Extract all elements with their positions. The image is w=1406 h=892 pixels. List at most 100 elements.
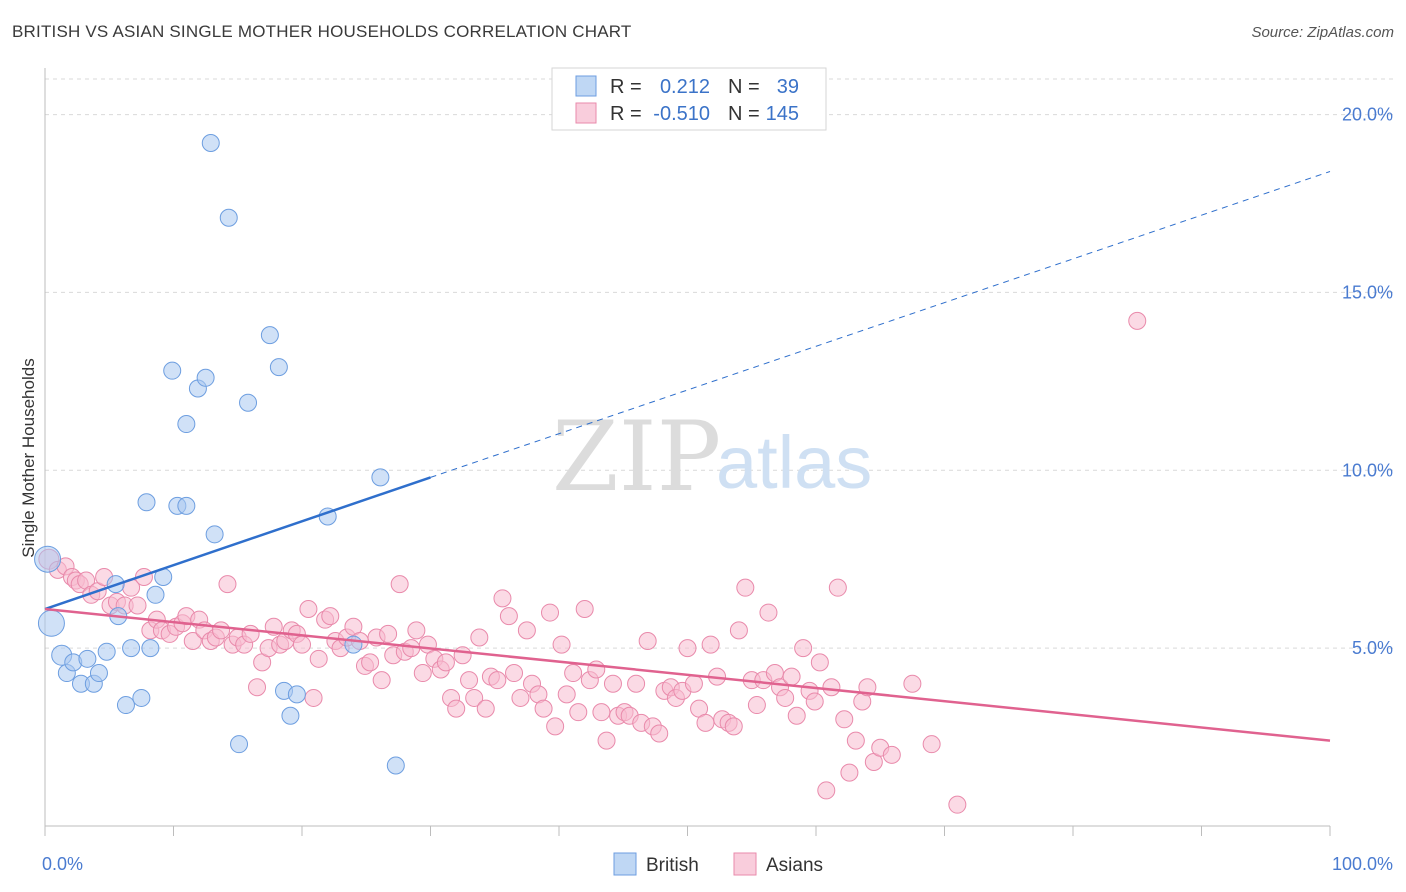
asian-point (499, 607, 518, 626)
bottom-legend: British Asians (613, 852, 823, 876)
y-tick-label: 10.0% (1342, 460, 1393, 480)
legend-r-value-british: 0.212 (660, 76, 710, 98)
legend: R = 0.212 N = 39 R = -0.510 N = 145 (551, 67, 827, 131)
asian-point (379, 624, 398, 643)
british-trend-extension (430, 171, 1331, 478)
y-axis-title: Single Mother Households (19, 358, 38, 557)
asian-point (575, 600, 594, 619)
chart-title: BRITISH VS ASIAN SINGLE MOTHER HOUSEHOLD… (12, 22, 632, 41)
british-point (205, 525, 224, 544)
x-tick-label: 0.0% (42, 854, 83, 874)
gridlines (45, 78, 1394, 649)
asian-point (293, 635, 311, 654)
bottom-legend-label-british: British (646, 855, 699, 876)
british-point (177, 415, 196, 434)
asian-point (696, 713, 715, 732)
british-point (201, 134, 220, 153)
british-point (137, 493, 156, 512)
y-tick-label: 15.0% (1342, 282, 1393, 302)
watermark: ZIP atlas (552, 401, 872, 513)
asian-point (447, 699, 466, 718)
asian-point (299, 600, 318, 619)
asian-point (453, 646, 472, 665)
asian-point (835, 710, 854, 729)
asian-point (1128, 311, 1147, 330)
asian-point (729, 621, 748, 640)
asian-point (218, 575, 237, 594)
asian-point (569, 703, 588, 722)
asian-point (476, 699, 495, 718)
british-point (371, 468, 390, 487)
asian-point (361, 653, 380, 672)
y-tick-label: 5.0% (1352, 638, 1393, 658)
legend-box (551, 67, 827, 131)
legend-r-value-asians: -0.510 (653, 103, 710, 125)
british-point (281, 706, 300, 725)
asian-point (627, 674, 646, 693)
asian-point (794, 639, 813, 658)
asian-point (787, 706, 806, 725)
watermark-atlas: atlas (716, 421, 872, 504)
legend-r-label-british: R = (610, 76, 642, 98)
x-tick-label: 100.0% (1332, 854, 1393, 874)
asian-point (321, 607, 340, 626)
legend-n-label-asians: N = (728, 103, 760, 125)
asian-point (684, 674, 703, 693)
asian-point (436, 653, 455, 672)
asian-point (488, 671, 507, 690)
asian-point (587, 660, 606, 679)
asian-point (460, 671, 479, 690)
asian-point (822, 678, 841, 697)
british-point (122, 639, 141, 658)
legend-n-label-british: N = (728, 76, 760, 98)
asian-point (805, 692, 824, 711)
legend-n-value-british: 39 (777, 76, 799, 98)
asian-point (638, 632, 657, 651)
asian-point (650, 724, 669, 743)
british-point (89, 664, 108, 683)
asian-point (183, 632, 202, 651)
british-point (132, 688, 151, 707)
asian-point (309, 649, 328, 668)
british-point (239, 393, 258, 412)
asian-point (858, 678, 877, 697)
asian-point (304, 688, 323, 707)
asian-point (564, 664, 583, 683)
asian-point (678, 639, 697, 658)
british-trend-line (44, 476, 431, 611)
asian-point (128, 596, 147, 615)
asian-point (603, 674, 622, 693)
asian-point (810, 653, 829, 672)
asian-point (776, 688, 795, 707)
trend-lines (44, 171, 1331, 742)
asian-point (701, 635, 720, 654)
asian-point (372, 671, 391, 690)
asian-point (470, 628, 489, 647)
asian-point (552, 635, 571, 654)
asian-point (413, 664, 432, 683)
legend-r-label-asians: R = (610, 103, 642, 125)
asian-point (534, 699, 553, 718)
bottom-legend-swatch-british (613, 852, 637, 876)
asian-point (759, 603, 778, 622)
asian-point (747, 696, 766, 715)
british-point (260, 326, 279, 345)
asian-point (948, 795, 967, 814)
asian-point (407, 621, 426, 640)
asian-point (541, 603, 560, 622)
british-point (97, 642, 116, 661)
asian-point (592, 703, 611, 722)
asian-point (517, 621, 536, 640)
asian-point (505, 664, 524, 683)
british-point (163, 361, 182, 380)
legend-swatch-british (575, 75, 597, 97)
legend-swatch-asians (575, 102, 597, 124)
british-point (116, 696, 135, 715)
asian-point (248, 678, 267, 697)
tick-labels: 5.0% 10.0% 15.0% 20.0% 0.0% 100.0% (42, 105, 1393, 874)
british-point (386, 756, 405, 775)
asian-point (724, 717, 743, 736)
asian-point (390, 575, 409, 594)
asian-point (782, 667, 801, 686)
